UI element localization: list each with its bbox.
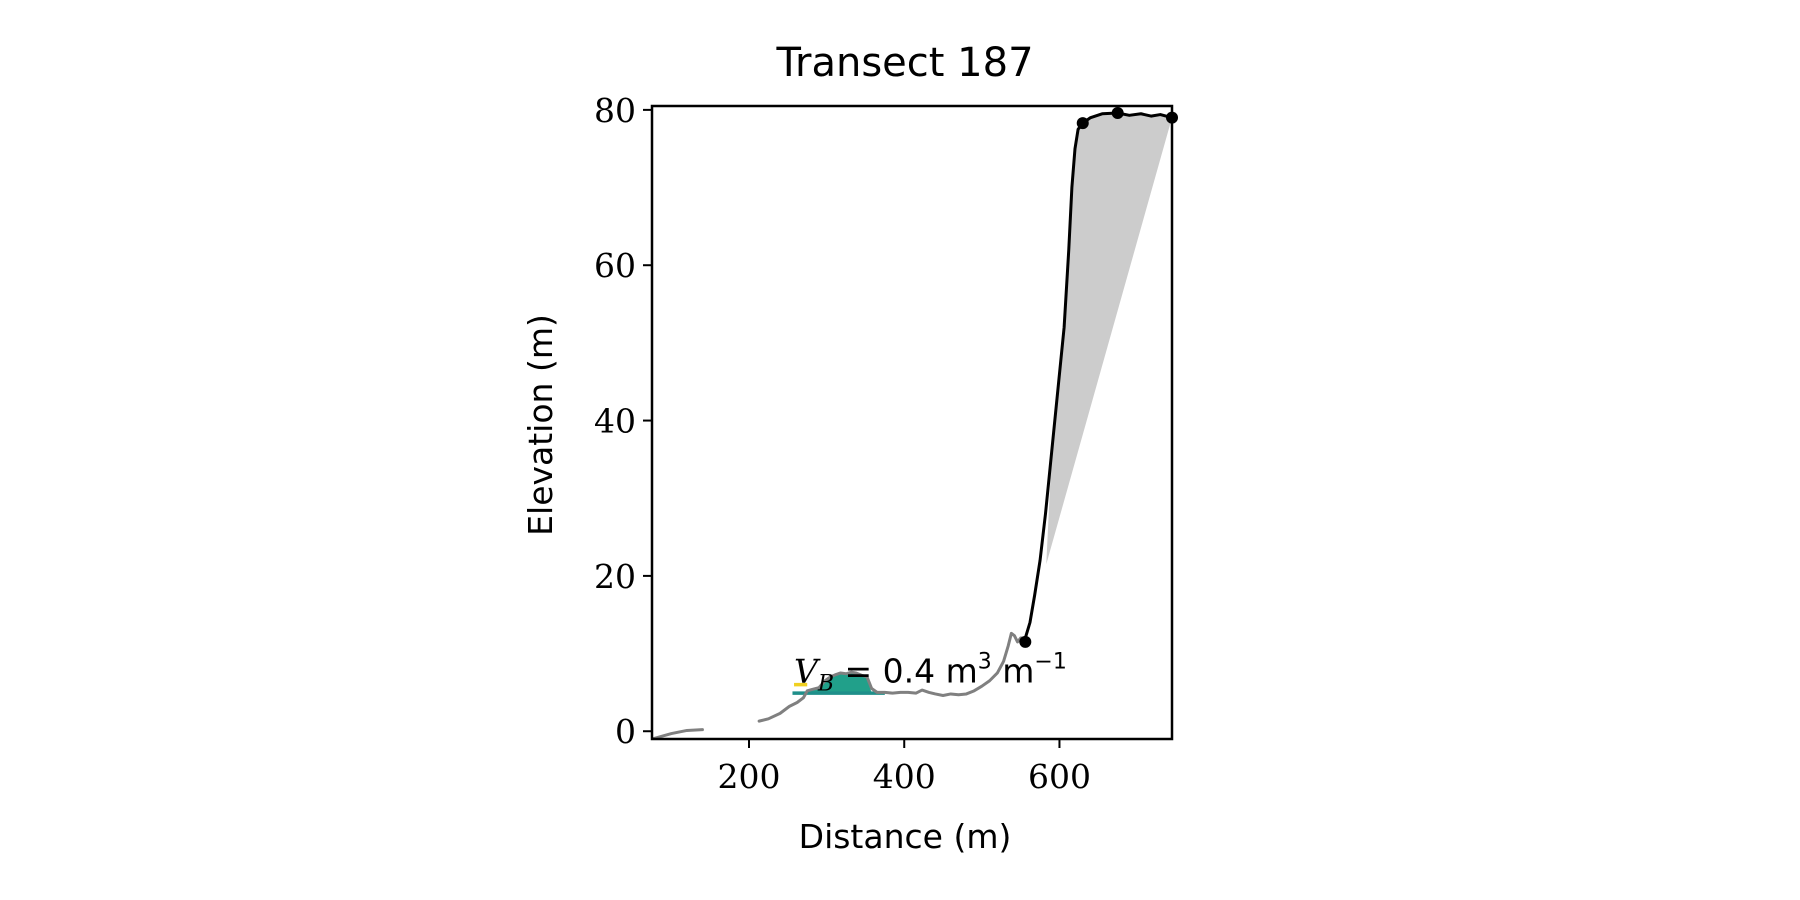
- y-tick-label: 60: [594, 246, 636, 285]
- annotation-value: = 0.4 m: [834, 651, 978, 690]
- plot-area: 200 400 600 0 20 40 60 80 VB = 0.4 m3 m−1: [594, 91, 1178, 796]
- x-tick-label: 600: [1028, 757, 1091, 796]
- profile-marker: [1076, 117, 1089, 130]
- y-tick-label: 20: [594, 557, 636, 596]
- chart-title: Transect 187: [775, 40, 1033, 86]
- x-tick-label: 400: [873, 757, 936, 796]
- shaded-cliff-area: [1046, 112, 1172, 565]
- profile-marker: [1111, 106, 1124, 119]
- annotation-symbol: V: [794, 651, 821, 690]
- y-tick-label: 40: [594, 402, 636, 441]
- plot-content: [652, 111, 1172, 739]
- gray-profile-line-1: [652, 728, 704, 739]
- x-axis-label: Distance (m): [799, 817, 1012, 856]
- plot-frame: [650, 104, 1174, 741]
- dune-volume-fill: [797, 672, 872, 694]
- annotation-unit-sup: 3: [978, 649, 992, 674]
- x-tick-label: 200: [718, 757, 781, 796]
- annotation-subscript: B: [817, 671, 834, 696]
- annotation-unit2-sup: −1: [1034, 649, 1066, 674]
- y-tick-label: 0: [615, 712, 636, 751]
- black-profile-line-1: [1023, 111, 1172, 640]
- volume-annotation: VB = 0.4 m3 m−1: [794, 649, 1067, 696]
- y-tick-label: 80: [594, 91, 636, 130]
- annotation-unit2: m: [992, 651, 1035, 690]
- profile-marker: [1019, 635, 1032, 648]
- gray-profile-line-2: [757, 631, 1027, 723]
- y-axis-label: Elevation (m): [521, 314, 560, 536]
